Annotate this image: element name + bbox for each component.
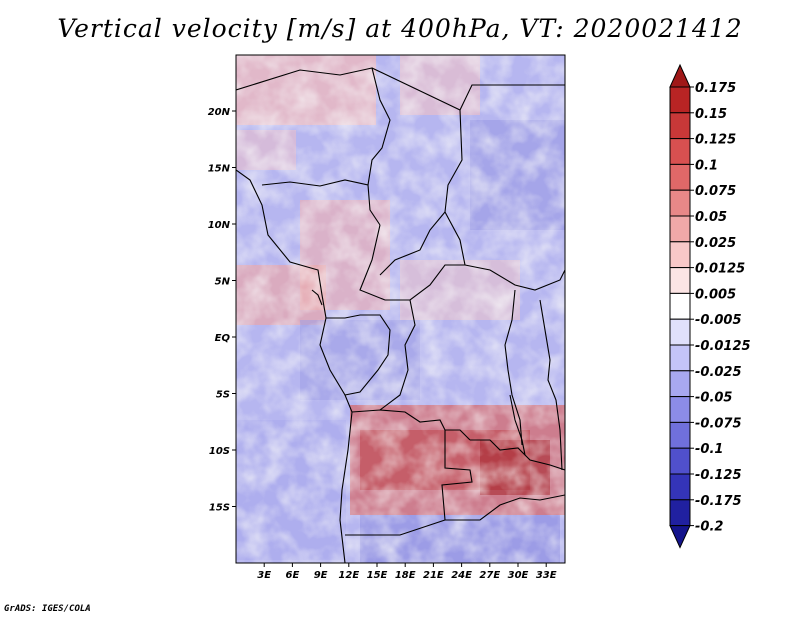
map-frame [235, 54, 566, 564]
colorbar-label: 0.075 [695, 184, 736, 199]
colorbar-swatch [669, 421, 691, 449]
colorbar-swatch [669, 86, 691, 114]
colorbar-label: -0.2 [695, 520, 723, 535]
colorbar-swatch [669, 241, 691, 269]
lat-tick-label: 10S [209, 446, 230, 457]
grads-credit: GrADS: IGES/COLA [4, 604, 91, 614]
colorbar-swatch [669, 215, 691, 243]
colorbar-label: 0.0125 [695, 262, 745, 277]
border-drc-east [504, 289, 523, 446]
border-chad-sudan [459, 84, 565, 111]
colorbar-swatch [669, 344, 691, 372]
colorbar-swatch [669, 318, 691, 346]
colorbar-swatch [669, 189, 691, 217]
border-zambia-south [445, 494, 565, 521]
lon-tick-label: 33E [536, 570, 557, 581]
border-zambia [470, 439, 565, 471]
colorbar-label: -0.05 [695, 391, 732, 406]
lon-tick-label: 24E [451, 570, 472, 581]
border-cameroon [359, 224, 465, 301]
border-namibia [345, 519, 446, 536]
border-gulf [311, 289, 323, 306]
colorbar-swatch [669, 112, 691, 140]
colorbar-label: 0.1 [695, 158, 718, 173]
lon-tick-label: 18E [395, 570, 416, 581]
lat-tick-label: 15N [208, 164, 231, 175]
lon-tick-label: 27E [479, 570, 500, 581]
coastlines-borders [236, 67, 565, 563]
colorbar-label: -0.1 [695, 442, 723, 457]
colorbar-label: -0.005 [695, 313, 742, 328]
colorbar-swatch [669, 163, 691, 191]
lon-tick-label: 6E [286, 570, 300, 581]
lat-tick-label: 5S [216, 390, 230, 401]
lon-tick-label: 12E [338, 570, 359, 581]
colorbar-bottom-arrow [669, 525, 691, 549]
latitude-axis: 20N 15N 10N 5N EQ 5S 10S 15S [208, 107, 236, 514]
lake-tanganyika [509, 394, 526, 456]
colorbar-label: -0.025 [695, 365, 742, 380]
colorbar-swatch [669, 292, 691, 320]
colorbar-swatch [669, 473, 691, 501]
velocity-field [236, 55, 565, 563]
border-north-1 [236, 67, 391, 186]
border-car [379, 211, 446, 276]
colorbar-label: 0.005 [695, 287, 736, 302]
lon-tick-label: 9E [314, 570, 328, 581]
lat-tick-label: 10N [208, 220, 231, 231]
colorbar-label: -0.075 [695, 416, 742, 431]
lat-tick-label: EQ [215, 333, 231, 344]
chart-title: Vertical velocity [m/s] at 400hPa, VT: 2… [57, 14, 743, 43]
colorbar-swatch [669, 447, 691, 475]
border-congo-1 [326, 314, 391, 396]
lon-tick-label: 30E [508, 570, 529, 581]
lat-tick-label: 20N [208, 107, 231, 118]
colorbar-label: 0.025 [695, 236, 736, 251]
colorbar-swatch [669, 267, 691, 294]
border-east-lakes [539, 299, 563, 471]
colorbar-top-arrow [669, 63, 691, 88]
colorbar-label: 0.15 [695, 107, 727, 122]
lon-tick-label: 21E [423, 570, 444, 581]
lon-tick-label: 15E [367, 570, 388, 581]
colorbar-swatch [669, 138, 691, 165]
west-africa-coast [236, 169, 353, 563]
border-angola-east [441, 430, 473, 521]
colorbar-swatch [669, 396, 691, 423]
field-texture [236, 55, 565, 563]
lat-tick-label: 5N [215, 277, 231, 288]
border-nigeria [261, 179, 381, 226]
border-south-sudan [464, 264, 565, 291]
colorbar: 0.175 0.15 0.125 0.1 0.075 0.05 0.025 0.0125 0.0… [669, 63, 751, 549]
colorbar-label: 0.05 [695, 210, 727, 225]
colorbar-swatch [669, 499, 691, 527]
colorbar-label: 0.175 [695, 81, 736, 96]
border-angola-north [351, 409, 471, 441]
colorbar-label: 0.125 [695, 133, 736, 148]
colorbar-label: -0.175 [695, 494, 742, 509]
colorbar-label: -0.0125 [695, 339, 751, 354]
lat-tick-label: 15S [209, 503, 230, 514]
colorbar-label: -0.125 [695, 468, 742, 483]
lon-tick-label: 3E [257, 570, 271, 581]
longitude-axis: 3E 6E 9E 12E 15E 18E 21E 24E 27E 30E 33E [257, 563, 557, 581]
colorbar-swatch [669, 370, 691, 398]
border-congo-2 [379, 299, 416, 411]
